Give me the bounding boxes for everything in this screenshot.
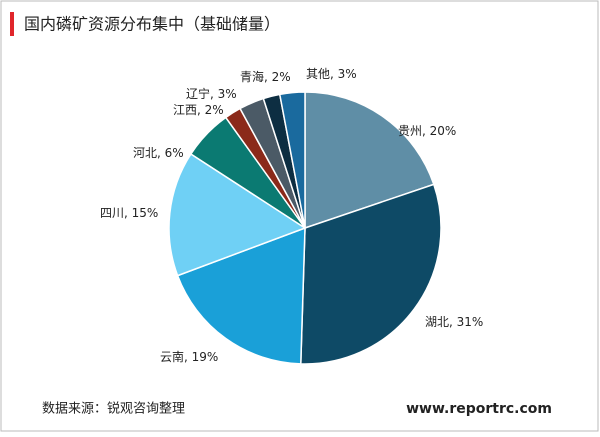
title-bar (10, 12, 14, 36)
slice-value: , 31% (449, 315, 483, 329)
slice-label: 云南, 19% (160, 349, 218, 364)
slice-value: , 15% (124, 206, 158, 220)
pie-slice (299, 183, 442, 365)
slice-category: 河北 (133, 146, 157, 160)
slice-label: 其他, 3% (306, 67, 357, 81)
slice-label: 四川, 15% (100, 206, 158, 220)
pie-slice (168, 152, 307, 277)
slice-category: 湖北 (425, 314, 449, 329)
slice-value: , 3% (330, 67, 357, 81)
source: 数据来源：锐观咨询整理 (42, 402, 185, 417)
slice-value: , 6% (157, 146, 184, 160)
slice-value: , 2% (264, 70, 291, 84)
chart-title: 国内磷矿资源分布集中（基础储量） (24, 15, 280, 34)
slice-label: 辽宁, 3% (186, 86, 237, 101)
slice-label: 贵州, 20% (398, 124, 456, 138)
slice-category: 江西 (173, 103, 197, 117)
slice-value: , 2% (197, 103, 224, 117)
slice-value: , 19% (184, 350, 218, 364)
slice-category: 云南 (160, 349, 184, 364)
pie-slice (176, 226, 306, 365)
slice-category: 青海 (240, 69, 264, 84)
website: www.reportrc.com (406, 401, 552, 417)
slice-label: 河北, 6% (133, 146, 184, 160)
slice-category: 贵州 (398, 124, 422, 138)
slice-value: , 3% (210, 87, 237, 101)
slice-category: 四川 (100, 206, 124, 220)
slice-category: 其他 (306, 67, 330, 81)
pie-slice (304, 91, 435, 230)
pie-slice (278, 91, 306, 229)
slice-label: 青海, 2% (240, 69, 291, 84)
slice-value: , 20% (422, 124, 456, 138)
slice-category: 辽宁 (186, 86, 210, 101)
slice-label: 湖北, 31% (425, 314, 483, 329)
slice-label: 江西, 2% (173, 103, 224, 117)
